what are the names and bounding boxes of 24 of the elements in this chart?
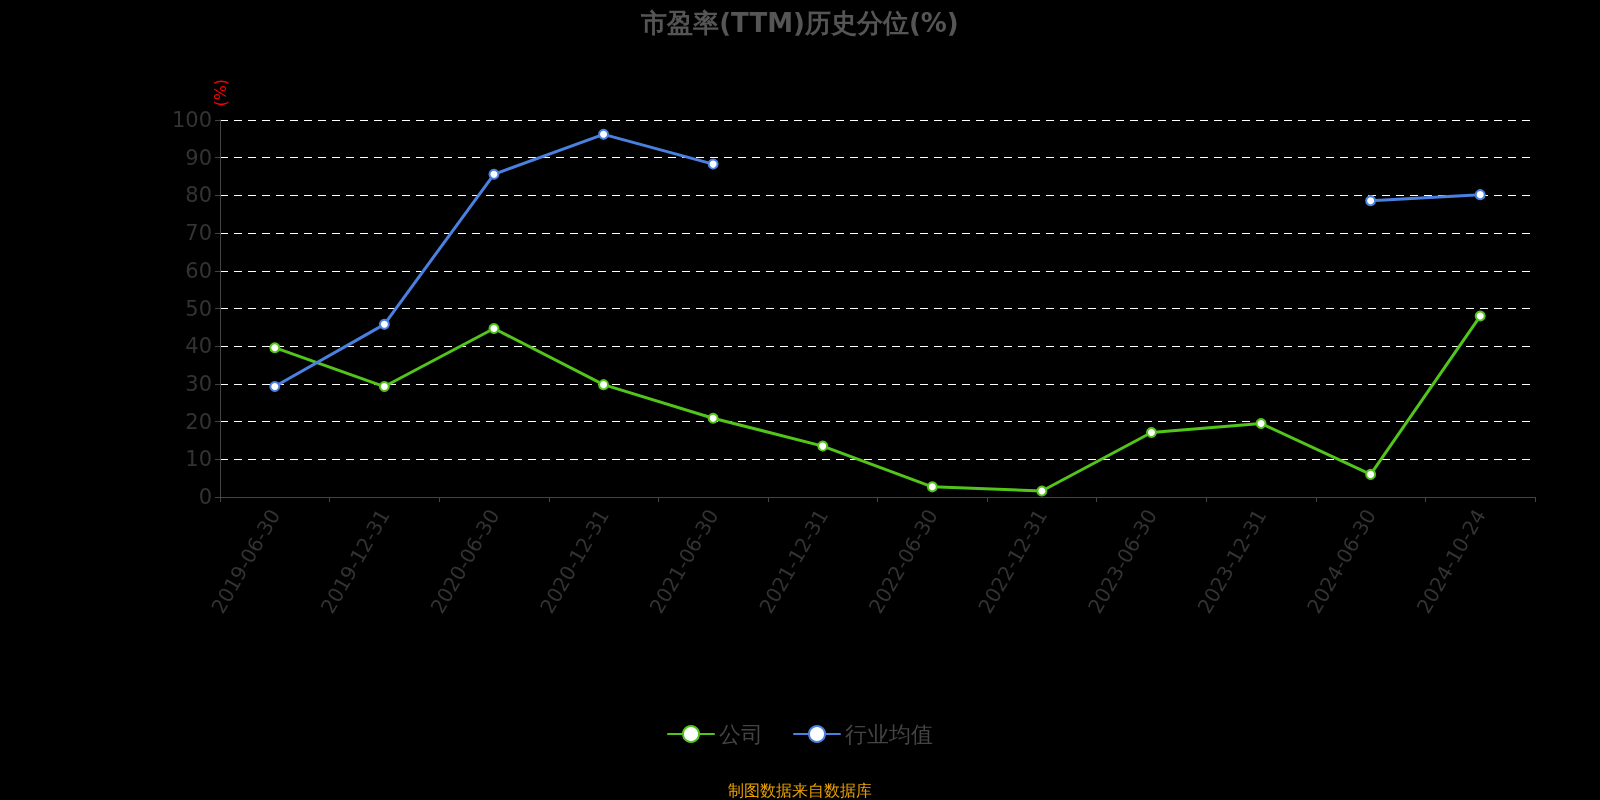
point: [926, 481, 938, 493]
point: [707, 412, 719, 424]
point: [488, 322, 500, 334]
point: [378, 318, 390, 330]
y-axis-title: (%): [210, 78, 230, 107]
chart-title: 市盈率(TTM)历史分位(%): [640, 8, 959, 38]
point: [1145, 427, 1157, 439]
point: [1365, 195, 1377, 207]
point: [269, 381, 281, 393]
point: [488, 168, 500, 180]
point: [1255, 417, 1267, 429]
point: [707, 158, 719, 170]
point: [1365, 468, 1377, 480]
point: [378, 381, 390, 393]
point: [598, 128, 610, 140]
text: 制图数据来自数据库: [728, 780, 872, 800]
point: [1474, 189, 1486, 201]
point: [1474, 310, 1486, 322]
point: [817, 440, 829, 452]
legend-label: 公司: [719, 721, 763, 747]
point: [269, 342, 281, 354]
legend-label: 行业均值: [845, 721, 933, 747]
point: [598, 379, 610, 391]
point: [1036, 485, 1048, 497]
